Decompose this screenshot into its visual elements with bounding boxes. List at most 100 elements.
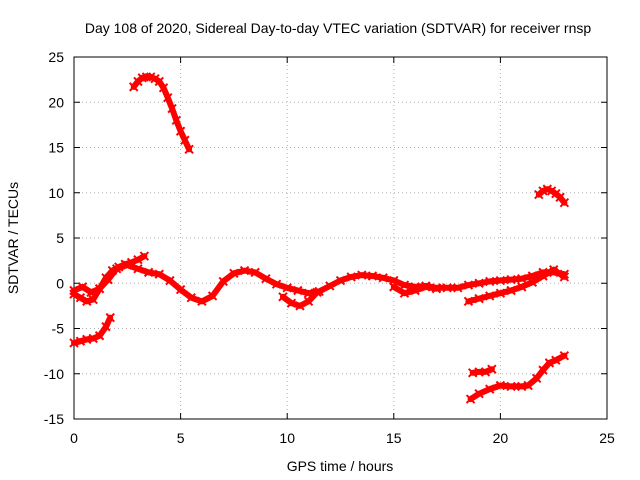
data-point — [154, 269, 164, 279]
data-point — [442, 283, 452, 293]
data-point — [480, 367, 491, 377]
data-point — [175, 284, 186, 295]
chart-title: Day 108 of 2020, Sidereal Day-to-day VTE… — [85, 20, 591, 36]
data-point — [389, 282, 399, 292]
data-point — [544, 358, 555, 368]
data-point — [143, 267, 154, 278]
data-point — [82, 296, 92, 307]
data-point — [239, 265, 250, 276]
data-point — [517, 282, 527, 292]
x-tick-label: 5 — [177, 430, 185, 446]
data-point — [367, 271, 378, 281]
data-point — [410, 285, 420, 296]
data-point — [357, 270, 367, 280]
series-layer — [69, 72, 570, 404]
data-point — [523, 380, 533, 391]
data-point — [88, 294, 98, 305]
data-point — [474, 278, 484, 288]
data-point — [139, 251, 150, 261]
data-point — [261, 274, 271, 284]
data-point — [538, 365, 548, 375]
data-point — [229, 268, 239, 279]
data-point — [559, 197, 570, 208]
data-point — [282, 283, 292, 293]
data-point — [88, 333, 98, 344]
y-tick-label: -5 — [52, 321, 65, 337]
data-point — [77, 282, 88, 292]
grid — [74, 57, 607, 419]
data-point — [271, 279, 282, 289]
data-point — [325, 281, 335, 291]
data-point — [506, 285, 516, 296]
data-point — [527, 277, 538, 288]
data-point — [531, 373, 542, 383]
data-point — [180, 135, 190, 145]
data-point — [559, 350, 570, 361]
y-tick-label: 15 — [48, 140, 64, 156]
data-point — [75, 336, 86, 346]
data-point — [474, 293, 484, 304]
data-point — [463, 296, 474, 307]
data-point — [105, 312, 115, 323]
plot-frame — [73, 56, 608, 420]
data-point — [559, 272, 570, 282]
data-point — [312, 287, 322, 298]
data-point — [495, 275, 506, 286]
data-point — [487, 364, 497, 374]
data-point — [94, 331, 105, 341]
data-point — [551, 355, 561, 365]
y-tick-label: 5 — [56, 230, 64, 246]
data-point — [154, 76, 164, 87]
series-arc-rise — [465, 266, 568, 305]
data-point — [171, 115, 182, 126]
x-tick-label: 20 — [493, 430, 509, 446]
data-point — [158, 83, 169, 93]
data-point — [465, 394, 476, 404]
data-point — [431, 283, 442, 294]
y-tick-label: 25 — [48, 49, 64, 65]
data-point — [335, 275, 346, 286]
data-point — [101, 321, 111, 332]
data-point — [286, 298, 297, 308]
data-point — [184, 144, 194, 155]
data-point — [453, 283, 463, 293]
data-point — [421, 282, 431, 292]
data-point — [506, 274, 516, 285]
data-point — [114, 262, 124, 272]
data-point — [133, 255, 143, 265]
x-tick-label: 10 — [279, 430, 295, 446]
data-point — [94, 283, 105, 294]
data-point — [120, 259, 130, 269]
data-point — [75, 293, 86, 303]
data-point — [378, 273, 388, 283]
data-point — [167, 103, 177, 114]
y-tick-label: 10 — [48, 185, 64, 201]
data-point — [207, 291, 218, 301]
data-point — [485, 276, 495, 287]
y-tick-label: 0 — [56, 275, 64, 291]
data-point — [186, 293, 196, 303]
data-point — [517, 274, 527, 284]
data-point — [278, 292, 288, 302]
data-point — [69, 289, 79, 299]
data-point — [495, 288, 506, 298]
data-point — [346, 272, 356, 282]
data-point — [295, 301, 305, 311]
x-tick-label: 25 — [599, 430, 615, 446]
data-point — [126, 257, 137, 268]
x-axis-label: GPS time / hours — [287, 458, 394, 474]
series-arc-short — [469, 366, 495, 376]
data-point — [546, 186, 557, 196]
data-point — [399, 288, 410, 298]
data-point — [175, 126, 186, 136]
axis-ticks: 0 5 10 15 20 25 -15 -10 -5 0 5 10 15 20 25 — [44, 49, 615, 446]
data-point — [548, 264, 559, 275]
y-tick-label: 20 — [48, 94, 64, 110]
data-point — [474, 388, 484, 399]
data-point — [485, 384, 495, 394]
data-point — [399, 280, 410, 290]
data-point — [506, 381, 516, 392]
data-point — [218, 276, 228, 287]
x-tick-label: 0 — [70, 430, 78, 446]
data-point — [293, 285, 303, 296]
